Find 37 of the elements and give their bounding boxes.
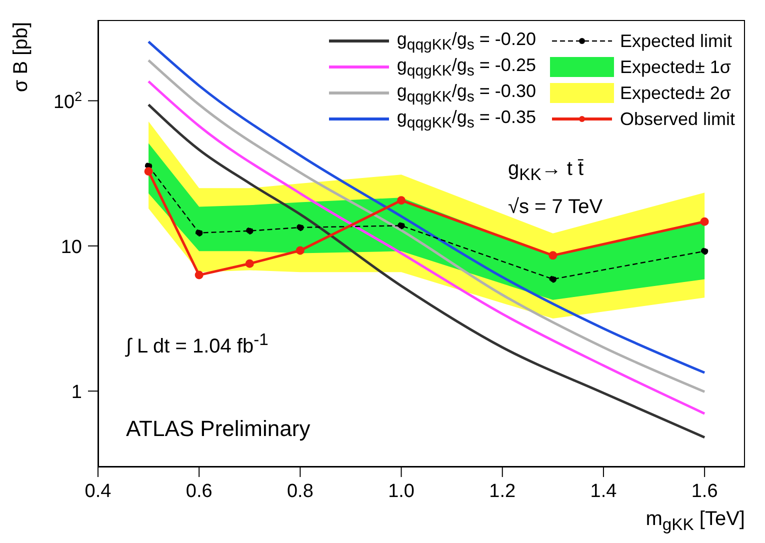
y-tick-label: 10$^{2}$	[53, 88, 82, 113]
point	[398, 222, 405, 230]
y-tick-label: 1	[71, 382, 82, 404]
x-tick-label: 0.6	[186, 481, 212, 502]
x-tick-label: 0.4	[84, 481, 112, 502]
point	[397, 196, 406, 205]
legend-label: Observed limit	[620, 108, 735, 130]
point	[548, 251, 558, 260]
annotation: ATLAS Preliminary	[126, 416, 310, 442]
point	[549, 276, 557, 283]
point	[296, 224, 304, 232]
legend-label: Expected limit	[620, 30, 732, 52]
annotation: √s = 7 TeV	[508, 196, 603, 219]
point	[246, 227, 254, 234]
point	[144, 167, 153, 176]
x-tick-label: 1.2	[489, 481, 516, 502]
x-axis-title: m$_{gKK}$ [TeV]	[646, 508, 745, 535]
x-tick-label: 1.0	[388, 481, 414, 502]
legend-label: g$_{qqgKK}$/g$_{s}$ = -0.20	[396, 28, 536, 54]
y-tick-label: 10	[60, 236, 82, 258]
point	[296, 246, 304, 255]
x-tick-label: 0.8	[286, 481, 314, 502]
legend-label: Expected± 2σ	[620, 82, 732, 104]
legend-label: g$_{qqgKK}$/g$_{s}$ = -0.25	[396, 54, 536, 80]
point	[700, 217, 709, 226]
legend-label: g$_{qqgKK}$/g$_{s}$ = -0.30	[396, 80, 536, 106]
legend-label: Expected± 1σ	[620, 56, 732, 78]
point	[195, 229, 203, 236]
point	[194, 270, 204, 280]
annotation: ∫ L dt = 1.04 fb$^{-1}$	[126, 330, 268, 359]
annotation: g$_{KK}$→ t t̄	[508, 158, 584, 185]
y-axis-title: σ B [pb]	[10, 22, 33, 92]
legend-label: g$_{qqgKK}$/g$_{s}$ = -0.35	[396, 106, 536, 132]
point	[245, 259, 254, 268]
x-tick-label: 1.4	[590, 481, 618, 502]
x-tick-label: 1.6	[691, 481, 718, 502]
point	[700, 248, 708, 255]
